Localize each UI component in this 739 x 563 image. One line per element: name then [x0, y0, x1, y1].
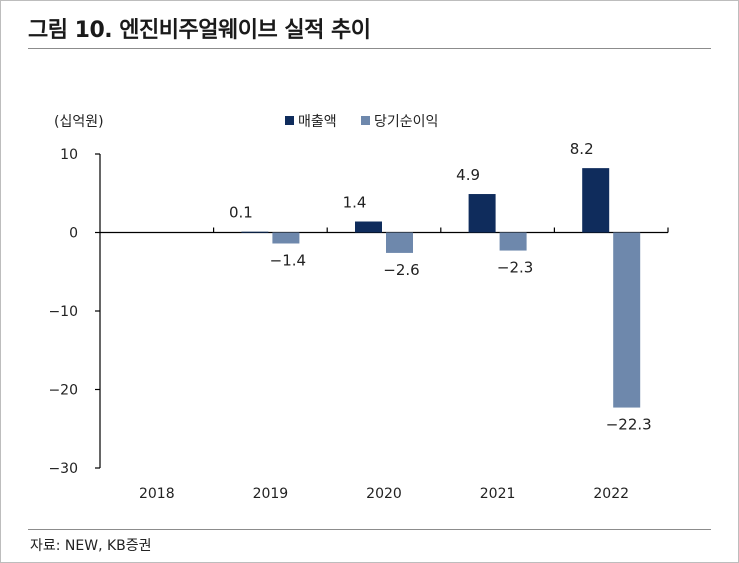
revenue-bar [468, 194, 496, 233]
x-tick-label: 2022 [593, 486, 629, 502]
data-label: −1.4 [270, 251, 306, 269]
source-note: 자료: NEW, KB증권 [30, 538, 152, 554]
net-income-bar [499, 232, 527, 251]
x-tick-label: 2021 [480, 486, 516, 502]
y-tick-label: −10 [48, 304, 78, 320]
y-tick-label: −30 [48, 461, 78, 477]
y-tick-label: 0 [69, 226, 78, 242]
legend-swatch [361, 116, 370, 125]
y-tick-label: 10 [60, 147, 78, 163]
x-tick-label: 2020 [366, 486, 402, 502]
x-tick-label: 2019 [253, 486, 289, 502]
net-income-bar [613, 232, 641, 408]
revenue-bar [241, 231, 269, 233]
legend-swatch [285, 116, 294, 125]
figure-title: 그림 10. 엔진비주얼웨이브 실적 추이 [28, 18, 371, 43]
net-income-bar [386, 232, 413, 253]
data-label: −2.3 [497, 259, 533, 277]
data-label: 4.9 [456, 166, 480, 184]
data-label: 0.1 [229, 204, 253, 222]
data-label: −2.6 [383, 261, 419, 279]
data-label: 8.2 [570, 140, 594, 158]
y-tick-label: −20 [48, 383, 78, 399]
x-tick-label: 2018 [139, 486, 175, 502]
data-label: −22.3 [606, 416, 652, 434]
revenue-bar [355, 221, 382, 233]
y-unit-label: (십억원) [54, 114, 104, 130]
legend-label: 매출액 [298, 114, 337, 130]
legend-label: 당기순이익 [374, 114, 438, 130]
data-label: 1.4 [343, 194, 367, 212]
revenue-bar [582, 168, 610, 233]
source-rule [28, 529, 711, 530]
net-income-bar [272, 232, 300, 244]
title-rule [28, 48, 711, 49]
